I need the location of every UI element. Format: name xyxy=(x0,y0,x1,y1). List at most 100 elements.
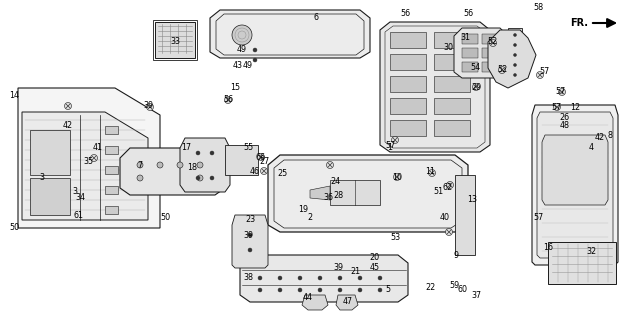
Bar xyxy=(482,34,498,44)
Circle shape xyxy=(554,103,561,110)
Circle shape xyxy=(536,71,544,78)
Bar xyxy=(390,54,426,70)
Polygon shape xyxy=(30,130,70,175)
Circle shape xyxy=(378,276,382,280)
Text: 11: 11 xyxy=(425,167,435,177)
Polygon shape xyxy=(232,215,268,268)
Text: 27: 27 xyxy=(260,157,270,166)
Polygon shape xyxy=(105,186,118,194)
Text: 52: 52 xyxy=(487,37,497,46)
Text: 3: 3 xyxy=(39,173,44,182)
Bar xyxy=(434,76,470,92)
Polygon shape xyxy=(488,30,536,88)
Circle shape xyxy=(91,155,98,162)
Text: 35: 35 xyxy=(83,157,93,166)
Circle shape xyxy=(514,53,516,57)
Circle shape xyxy=(472,84,479,91)
Bar xyxy=(434,98,470,114)
Bar xyxy=(434,54,470,70)
Text: 14: 14 xyxy=(9,91,19,100)
Text: 12: 12 xyxy=(570,103,580,113)
Text: 62: 62 xyxy=(443,183,453,193)
Polygon shape xyxy=(22,112,148,220)
Text: FR.: FR. xyxy=(570,18,588,28)
Bar xyxy=(153,20,197,60)
Text: 66: 66 xyxy=(255,154,265,163)
Circle shape xyxy=(197,175,203,181)
Text: 61: 61 xyxy=(73,211,83,220)
Polygon shape xyxy=(336,295,358,310)
Text: 57: 57 xyxy=(385,140,395,149)
Circle shape xyxy=(137,175,143,181)
Text: 50: 50 xyxy=(9,223,19,233)
Text: 5: 5 xyxy=(386,285,391,294)
Circle shape xyxy=(196,151,200,155)
Text: 59: 59 xyxy=(450,281,460,290)
Circle shape xyxy=(258,276,262,280)
Bar xyxy=(155,22,195,58)
Polygon shape xyxy=(225,145,258,175)
Bar xyxy=(482,48,498,58)
Text: 3: 3 xyxy=(72,188,78,196)
Polygon shape xyxy=(105,206,118,214)
Text: 24: 24 xyxy=(330,178,340,187)
Bar xyxy=(548,242,616,284)
Text: 45: 45 xyxy=(370,263,380,273)
Text: 56: 56 xyxy=(223,95,233,105)
Circle shape xyxy=(197,162,203,168)
Text: 57: 57 xyxy=(540,68,550,76)
Polygon shape xyxy=(380,22,490,152)
Circle shape xyxy=(232,25,252,45)
Bar xyxy=(434,32,470,48)
Text: 34: 34 xyxy=(75,194,85,203)
Text: 22: 22 xyxy=(425,284,435,292)
Bar xyxy=(462,34,478,44)
Circle shape xyxy=(326,162,334,169)
Text: 8: 8 xyxy=(608,131,612,140)
Text: 18: 18 xyxy=(187,164,197,172)
Polygon shape xyxy=(120,148,225,195)
Polygon shape xyxy=(268,155,468,232)
Text: 48: 48 xyxy=(560,121,570,130)
Circle shape xyxy=(358,276,362,280)
Bar xyxy=(390,76,426,92)
Text: 49: 49 xyxy=(237,45,247,54)
Polygon shape xyxy=(240,255,408,302)
Circle shape xyxy=(64,102,71,109)
Polygon shape xyxy=(454,28,508,78)
Text: 9: 9 xyxy=(454,251,459,260)
Text: 57: 57 xyxy=(551,103,561,113)
Circle shape xyxy=(258,288,262,292)
Circle shape xyxy=(446,228,452,236)
Polygon shape xyxy=(302,295,328,310)
Polygon shape xyxy=(330,180,380,205)
Circle shape xyxy=(177,162,183,168)
Polygon shape xyxy=(542,135,608,205)
Circle shape xyxy=(196,176,200,180)
Text: 54: 54 xyxy=(470,63,480,73)
Text: 40: 40 xyxy=(440,213,450,222)
Text: 17: 17 xyxy=(181,143,191,153)
Circle shape xyxy=(210,176,214,180)
Text: 32: 32 xyxy=(586,247,596,257)
Circle shape xyxy=(261,167,268,174)
Text: 39: 39 xyxy=(243,230,253,239)
Text: 41: 41 xyxy=(93,143,103,153)
Text: 44: 44 xyxy=(303,293,313,302)
Circle shape xyxy=(298,276,302,280)
Circle shape xyxy=(514,74,516,76)
Circle shape xyxy=(248,233,252,237)
Circle shape xyxy=(318,288,322,292)
Text: 26: 26 xyxy=(559,114,569,123)
Text: 42: 42 xyxy=(595,133,605,142)
Polygon shape xyxy=(455,175,475,255)
Text: 53: 53 xyxy=(390,234,400,243)
Polygon shape xyxy=(30,178,70,215)
Circle shape xyxy=(146,103,154,110)
Text: 56: 56 xyxy=(400,10,410,19)
Text: 15: 15 xyxy=(230,84,240,92)
Bar xyxy=(462,62,478,72)
Polygon shape xyxy=(105,146,118,154)
Text: 21: 21 xyxy=(350,268,360,276)
Text: 6: 6 xyxy=(314,13,319,22)
